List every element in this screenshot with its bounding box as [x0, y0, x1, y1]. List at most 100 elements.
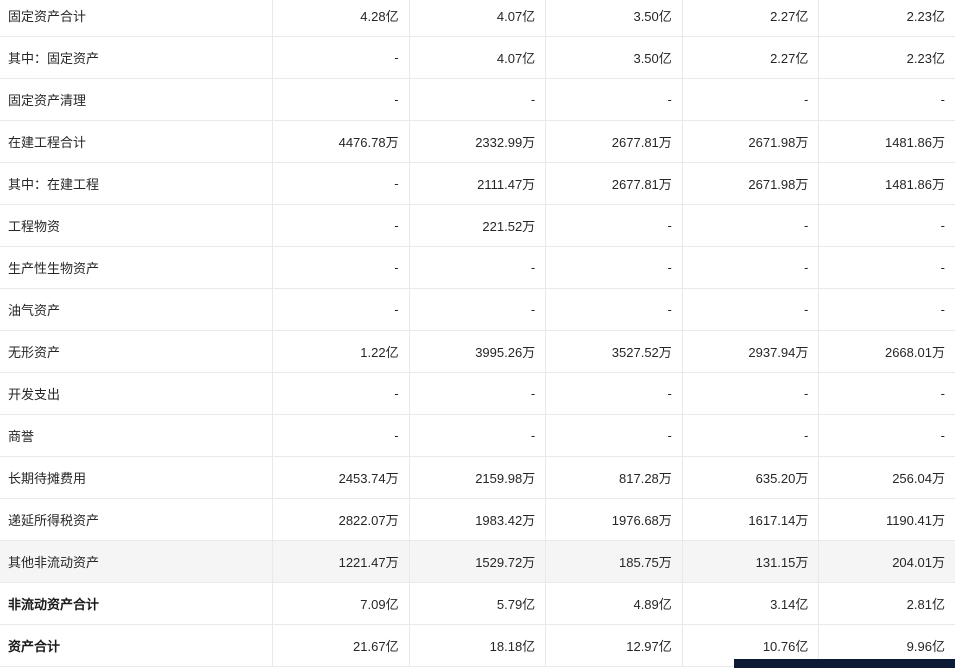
cell-value: 2.27亿: [683, 0, 820, 36]
cell-value: 3995.26万: [410, 331, 547, 372]
cell-value: 131.15万: [683, 541, 820, 582]
cell-value: 2.27亿: [683, 37, 820, 78]
cell-value: 1617.14万: [683, 499, 820, 540]
cell-value: 3.50亿: [546, 37, 683, 78]
row-label: 固定资产合计: [0, 0, 273, 36]
row-label: 长期待摊费用: [0, 457, 273, 498]
cell-value: -: [683, 247, 820, 288]
cell-value: 2671.98万: [683, 121, 820, 162]
row-label: 在建工程合计: [0, 121, 273, 162]
cell-value: -: [410, 247, 547, 288]
cell-value: 2937.94万: [683, 331, 820, 372]
cell-value: -: [546, 415, 683, 456]
row-label: 油气资产: [0, 289, 273, 330]
cell-value: 2671.98万: [683, 163, 820, 204]
table-row[interactable]: 商誉 - - - - -: [0, 415, 955, 457]
row-label: 其他非流动资产: [0, 541, 273, 582]
cell-value: 221.52万: [410, 205, 547, 246]
cell-value: -: [273, 79, 410, 120]
cell-value: -: [940, 428, 945, 443]
cell-value: 2668.01万: [884, 345, 945, 360]
cell-value: -: [273, 163, 410, 204]
cell-value: -: [546, 373, 683, 414]
table-row[interactable]: 固定资产清理 - - - - -: [0, 79, 955, 121]
row-label: 非流动资产合计: [0, 583, 273, 624]
cell-value: 185.75万: [546, 541, 683, 582]
row-label: 其中：固定资产: [0, 37, 273, 78]
cell-value: -: [273, 415, 410, 456]
table-row[interactable]: 其他非流动资产 1221.47万 1529.72万 185.75万 131.15…: [0, 541, 955, 583]
cell-value: -: [410, 79, 547, 120]
cell-value: 4.07亿: [410, 0, 547, 36]
row-label: 其中：在建工程: [0, 163, 273, 204]
table-row[interactable]: 油气资产 - - - - -: [0, 289, 955, 331]
cell-value: 2677.81万: [546, 163, 683, 204]
cell-value: 1976.68万: [546, 499, 683, 540]
cell-value: 1529.72万: [410, 541, 547, 582]
table-row[interactable]: 递延所得税资产 2822.07万 1983.42万 1976.68万 1617.…: [0, 499, 955, 541]
row-label: 固定资产清理: [0, 79, 273, 120]
cell-value: -: [410, 415, 547, 456]
cell-value: 5.79亿: [410, 583, 547, 624]
cell-value: -: [940, 302, 945, 317]
cell-value: 1481.86万: [884, 177, 945, 192]
cell-value: 1221.47万: [273, 541, 410, 582]
cell-value: 4.07亿: [410, 37, 547, 78]
cell-value: -: [940, 92, 945, 107]
cell-value: 4476.78万: [273, 121, 410, 162]
cell-value: 12.97亿: [546, 625, 683, 666]
cell-value: 1.22亿: [273, 331, 410, 372]
table-row[interactable]: 在建工程合计 4476.78万 2332.99万 2677.81万 2671.9…: [0, 121, 955, 163]
table-row[interactable]: 开发支出 - - - - -: [0, 373, 955, 415]
table-row[interactable]: 非流动资产合计 7.09亿 5.79亿 4.89亿 3.14亿 2.81亿: [0, 583, 955, 625]
row-label: 无形资产: [0, 331, 273, 372]
cell-value: -: [940, 218, 945, 233]
row-label: 商誉: [0, 415, 273, 456]
cell-value: 10.76亿: [683, 625, 820, 666]
cell-value: 1983.42万: [410, 499, 547, 540]
cell-value: -: [683, 205, 820, 246]
table-row[interactable]: 生产性生物资产 - - - - -: [0, 247, 955, 289]
cell-value: 2111.47万: [410, 163, 547, 204]
table-row[interactable]: 无形资产 1.22亿 3995.26万 3527.52万 2937.94万 26…: [0, 331, 955, 373]
cell-value: 4.89亿: [546, 583, 683, 624]
cell-value: 2453.74万: [273, 457, 410, 498]
cell-value: -: [546, 79, 683, 120]
cell-value: 4.28亿: [273, 0, 410, 36]
cell-value: 1481.86万: [884, 135, 945, 150]
table-row[interactable]: 其中：在建工程 - 2111.47万 2677.81万 2671.98万 148…: [0, 163, 955, 205]
table-row[interactable]: 工程物资 - 221.52万 - - -: [0, 205, 955, 247]
cell-value: 9.96亿: [906, 639, 945, 654]
table-row[interactable]: 长期待摊费用 2453.74万 2159.98万 817.28万 635.20万…: [0, 457, 955, 499]
cell-value: 2.23亿: [906, 51, 945, 66]
cell-value: -: [683, 415, 820, 456]
cell-value: 817.28万: [546, 457, 683, 498]
table-row[interactable]: 固定资产合计 4.28亿 4.07亿 3.50亿 2.27亿 2.23亿: [0, 0, 955, 37]
cell-value: 18.18亿: [410, 625, 547, 666]
cell-value: 2822.07万: [273, 499, 410, 540]
cell-value: 7.09亿: [273, 583, 410, 624]
cell-value: -: [273, 289, 410, 330]
cell-value: 3527.52万: [546, 331, 683, 372]
cell-value: -: [410, 373, 547, 414]
cell-value: -: [273, 205, 410, 246]
cell-value: -: [683, 373, 820, 414]
cell-value: 2159.98万: [410, 457, 547, 498]
cell-value: 635.20万: [683, 457, 820, 498]
cell-value: 2.23亿: [906, 9, 945, 24]
table-row[interactable]: 资产合计 21.67亿 18.18亿 12.97亿 10.76亿 9.96亿: [0, 625, 955, 667]
cell-value: 3.14亿: [683, 583, 820, 624]
cell-value: -: [683, 289, 820, 330]
cell-value: -: [273, 37, 410, 78]
row-label: 递延所得税资产: [0, 499, 273, 540]
cell-value: -: [683, 79, 820, 120]
row-label: 工程物资: [0, 205, 273, 246]
cell-value: 2.81亿: [906, 597, 945, 612]
cell-value: -: [940, 260, 945, 275]
cell-value: -: [546, 289, 683, 330]
cell-value: -: [546, 205, 683, 246]
table-row[interactable]: 其中：固定资产 - 4.07亿 3.50亿 2.27亿 2.23亿: [0, 37, 955, 79]
cell-value: 204.01万: [892, 555, 945, 570]
